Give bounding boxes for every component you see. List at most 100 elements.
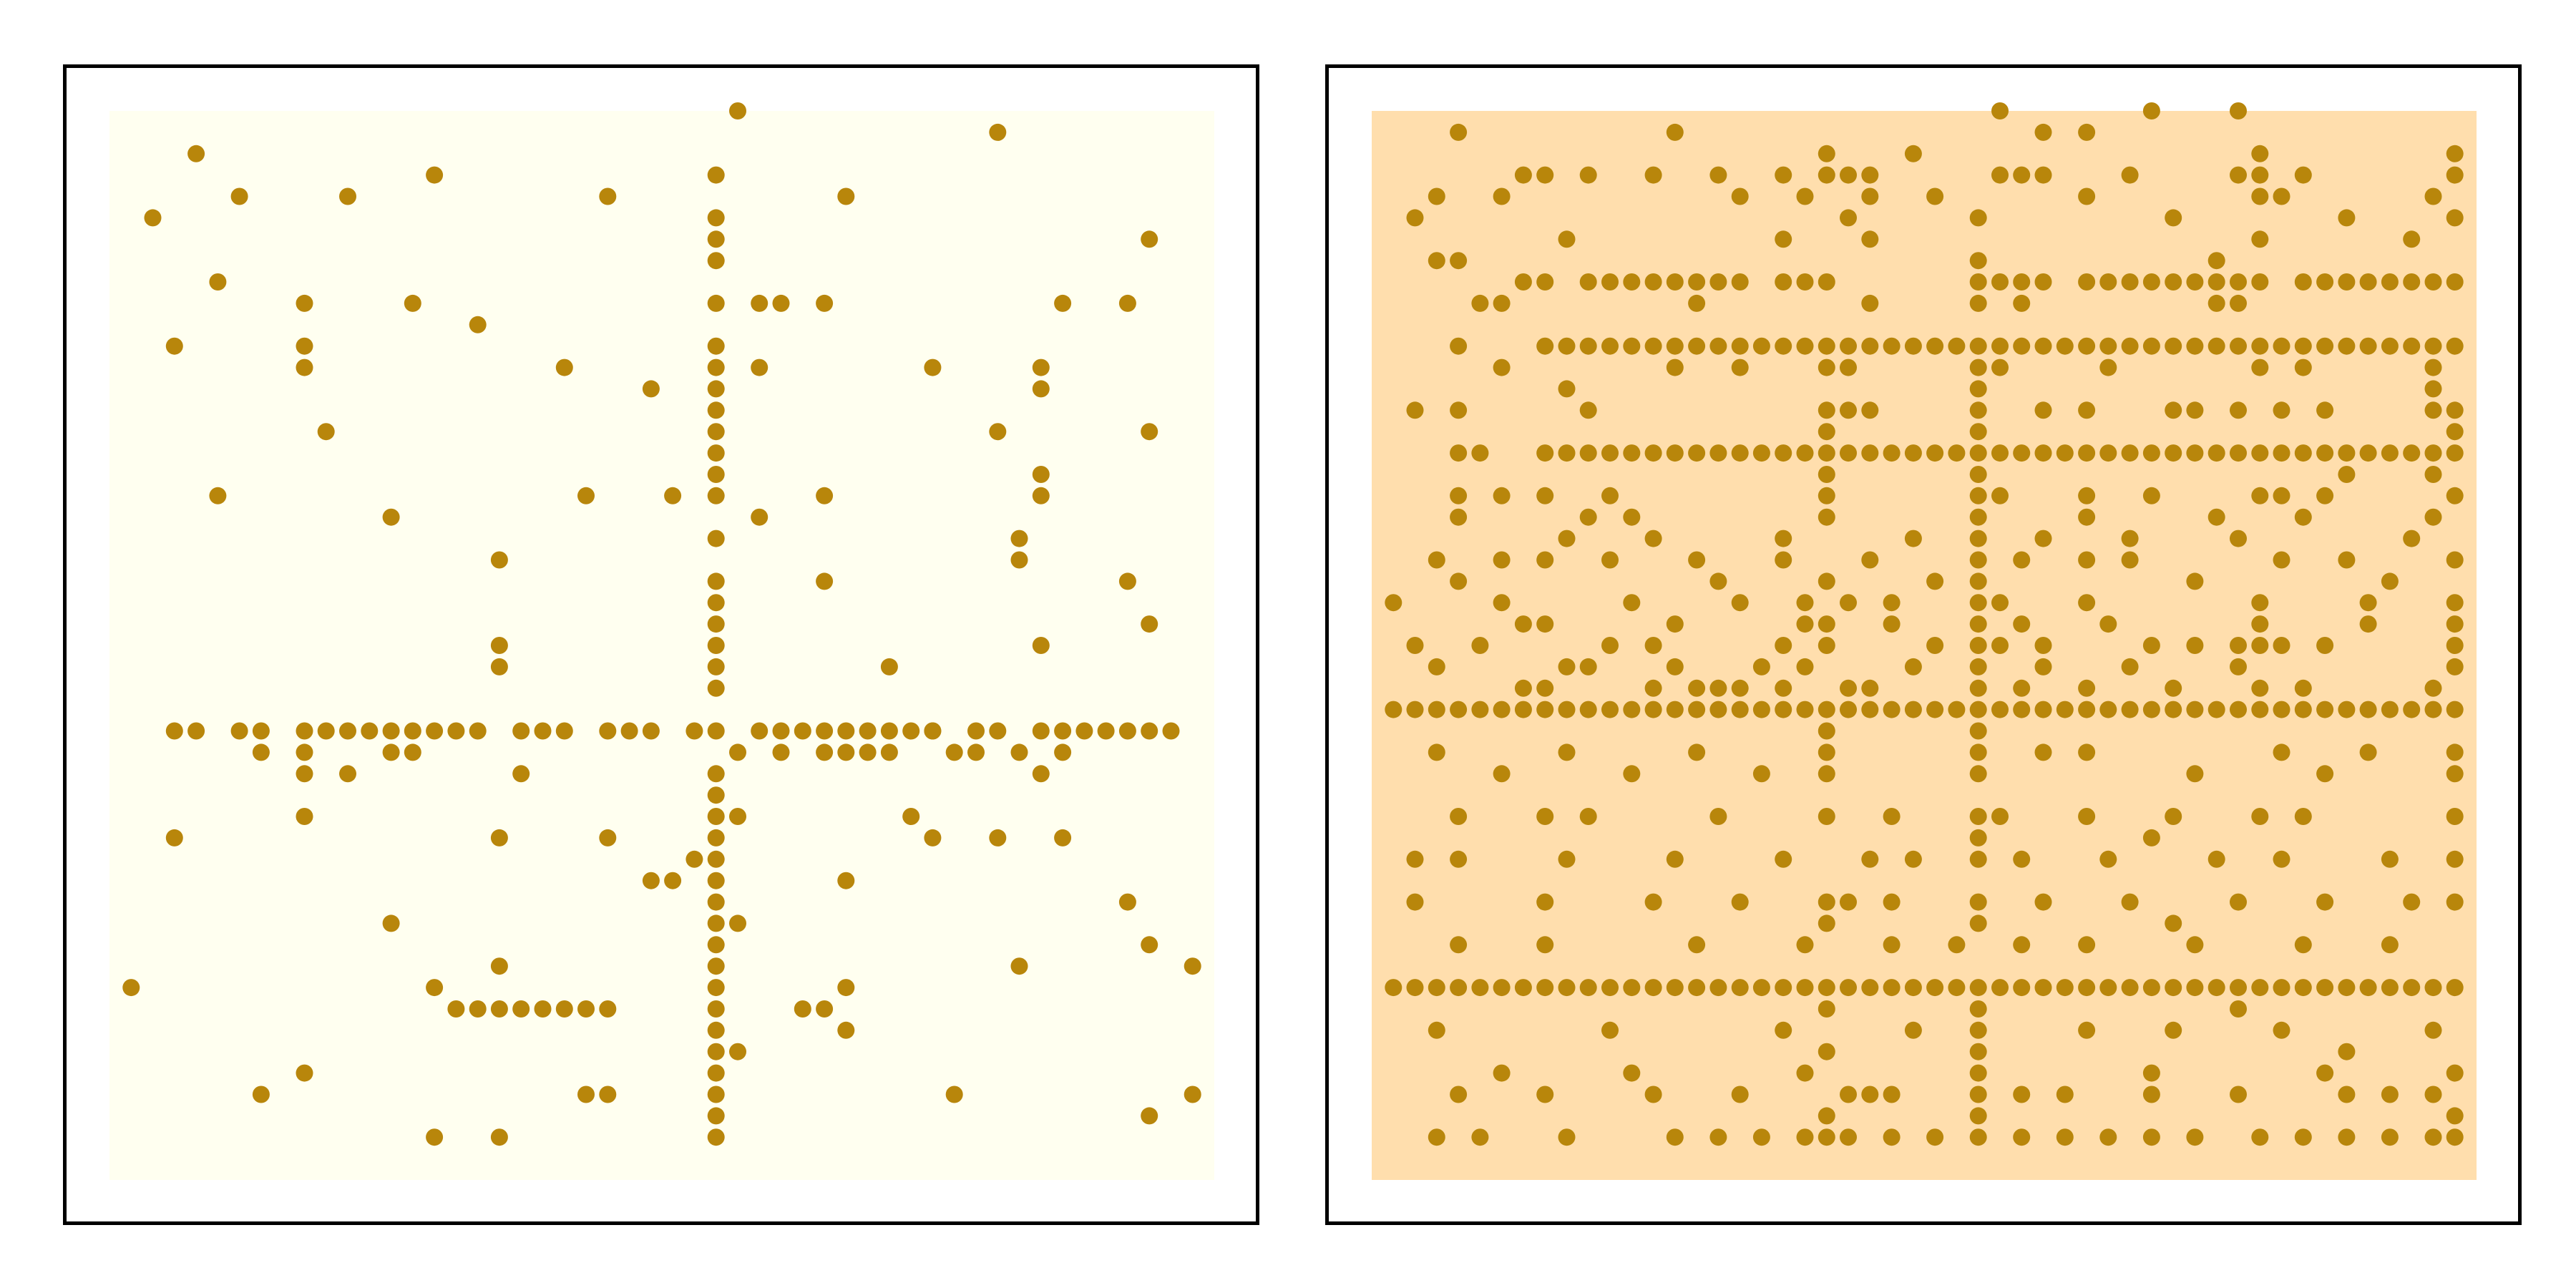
scatter-point [1471, 701, 1489, 718]
scatter-point [1883, 615, 1901, 633]
scatter-point [2338, 273, 2356, 291]
scatter-point [707, 594, 725, 612]
scatter-point [1969, 1043, 1987, 1060]
scatter-point [1032, 487, 1050, 504]
scatter-point [2078, 444, 2096, 462]
scatter-point [1969, 658, 1987, 675]
scatter-point [1666, 979, 1684, 997]
scatter-point [1709, 166, 1727, 184]
scatter-point [1688, 979, 1706, 997]
scatter-point [2013, 936, 2031, 954]
scatter-point [512, 765, 530, 783]
scatter-point [2186, 572, 2204, 590]
scatter-point [1926, 337, 1944, 355]
scatter-point [1818, 979, 1835, 997]
scatter-point [2207, 850, 2225, 868]
scatter-point [707, 230, 725, 248]
scatter-point [707, 957, 725, 975]
scatter-point [2446, 1107, 2464, 1125]
scatter-point [2273, 743, 2290, 761]
scatter-point [1385, 594, 1402, 612]
scatter-point [1969, 466, 1987, 483]
scatter-point [1450, 572, 1468, 590]
scatter-point [1904, 444, 1922, 462]
scatter-point [2142, 637, 2160, 654]
scatter-point [1969, 829, 1987, 847]
scatter-point [1883, 701, 1901, 718]
scatter-point [2034, 401, 2052, 419]
scatter-point [2273, 187, 2290, 205]
scatter-point [2424, 187, 2442, 205]
scatter-point [2381, 701, 2399, 718]
scatter-point [1752, 658, 1770, 675]
scatter-point [2230, 893, 2247, 911]
scatter-point [1969, 679, 1987, 697]
scatter-point [2446, 337, 2464, 355]
scatter-point [2359, 979, 2377, 997]
scatter-point [772, 743, 790, 761]
scatter-point [2251, 979, 2269, 997]
scatter-point [1731, 273, 1749, 291]
scatter-point [1731, 594, 1749, 612]
scatter-point [1054, 722, 1072, 740]
scatter-point [2359, 743, 2377, 761]
scatter-point [1601, 337, 1619, 355]
scatter-point [1861, 850, 1879, 868]
scatter-point [577, 1085, 595, 1103]
scatter-point [2078, 808, 2096, 825]
scatter-point [2446, 487, 2464, 504]
scatter-point [1097, 722, 1115, 740]
scatter-point [2316, 337, 2334, 355]
scatter-point [729, 743, 746, 761]
scatter-point [2099, 337, 2117, 355]
scatter-point [1731, 1085, 1749, 1103]
scatter-point [2403, 273, 2421, 291]
scatter-point [2142, 1085, 2160, 1103]
scatter-point [2013, 1085, 2031, 1103]
scatter-point [2142, 273, 2160, 291]
scatter-point [2056, 1128, 2074, 1146]
scatter-point [2121, 273, 2139, 291]
scatter-point [2078, 487, 2096, 504]
scatter-point [2142, 337, 2160, 355]
scatter-point [1969, 444, 1987, 462]
scatter-point [2207, 444, 2225, 462]
scatter-point [1184, 957, 1201, 975]
scatter-point [447, 722, 465, 740]
scatter-point [2424, 701, 2442, 718]
scatter-point [2446, 423, 2464, 441]
scatter-point [1775, 337, 1792, 355]
scatter-point [1861, 166, 1879, 184]
plot-background [1372, 111, 2477, 1180]
scatter-point [1775, 230, 1792, 248]
scatter-point [2099, 358, 2117, 376]
scatter-point [2142, 1128, 2160, 1146]
scatter-point [1861, 401, 1879, 419]
scatter-point [1450, 487, 1468, 504]
scatter-point [2446, 273, 2464, 291]
scatter-point [2403, 701, 2421, 718]
scatter-point [2381, 850, 2399, 868]
scatter-point [361, 722, 379, 740]
scatter-point [1796, 979, 1814, 997]
scatter-point [707, 1021, 725, 1039]
scatter-point [1406, 850, 1424, 868]
scatter-point [2294, 337, 2312, 355]
scatter-point [469, 316, 487, 333]
scatter-point [1493, 187, 1511, 205]
scatter-point [2078, 401, 2096, 419]
scatter-point [772, 722, 790, 740]
scatter-point [1032, 637, 1050, 654]
scatter-point [2251, 637, 2269, 654]
scatter-point [1644, 701, 1662, 718]
scatter-point [1536, 701, 1554, 718]
scatter-panel-1 [63, 64, 1259, 1225]
scatter-point [2034, 337, 2052, 355]
scatter-point [1032, 722, 1050, 740]
scatter-point [686, 850, 703, 868]
scatter-point [1818, 273, 1835, 291]
scatter-point [2294, 679, 2312, 697]
scatter-point [1493, 1064, 1511, 1082]
scatter-point [1054, 743, 1072, 761]
scatter-point [2034, 893, 2052, 911]
